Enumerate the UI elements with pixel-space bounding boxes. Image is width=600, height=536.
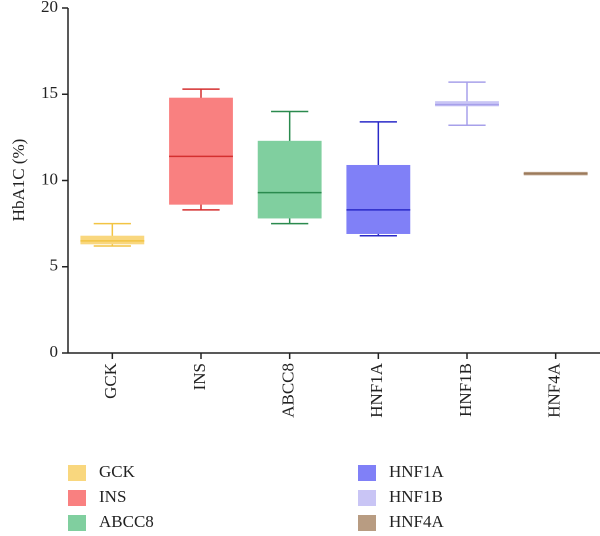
- y-tick-label: 20: [41, 0, 58, 16]
- legend-swatch: [68, 490, 86, 506]
- box: [169, 97, 233, 205]
- legend-label: INS: [99, 487, 126, 506]
- legend-label: HNF4A: [389, 512, 445, 531]
- y-axis-label: HbA1C (%): [9, 139, 28, 222]
- legend-swatch: [358, 465, 376, 481]
- y-tick-label: 5: [50, 256, 59, 275]
- box: [435, 101, 499, 107]
- legend-label: GCK: [99, 462, 136, 481]
- legend-label: HNF1A: [389, 462, 445, 481]
- box: [346, 164, 411, 234]
- legend-swatch: [358, 490, 376, 506]
- x-tick-label: GCK: [101, 362, 120, 399]
- x-tick-label: INS: [190, 363, 209, 390]
- y-tick-label: 10: [41, 169, 58, 188]
- legend-label: HNF1B: [389, 487, 443, 506]
- legend-swatch: [68, 515, 86, 531]
- box: [80, 235, 145, 245]
- y-tick-label: 15: [41, 83, 58, 102]
- y-tick-label: 0: [50, 342, 59, 361]
- x-tick-label: HNF1B: [456, 363, 475, 417]
- legend-swatch: [68, 465, 86, 481]
- x-tick-label: HNF1A: [367, 362, 386, 418]
- x-tick-label: HNF4A: [545, 362, 564, 418]
- box: [257, 140, 322, 219]
- x-tick-label: ABCC8: [279, 363, 298, 418]
- legend-swatch: [358, 515, 376, 531]
- legend-label: ABCC8: [99, 512, 154, 531]
